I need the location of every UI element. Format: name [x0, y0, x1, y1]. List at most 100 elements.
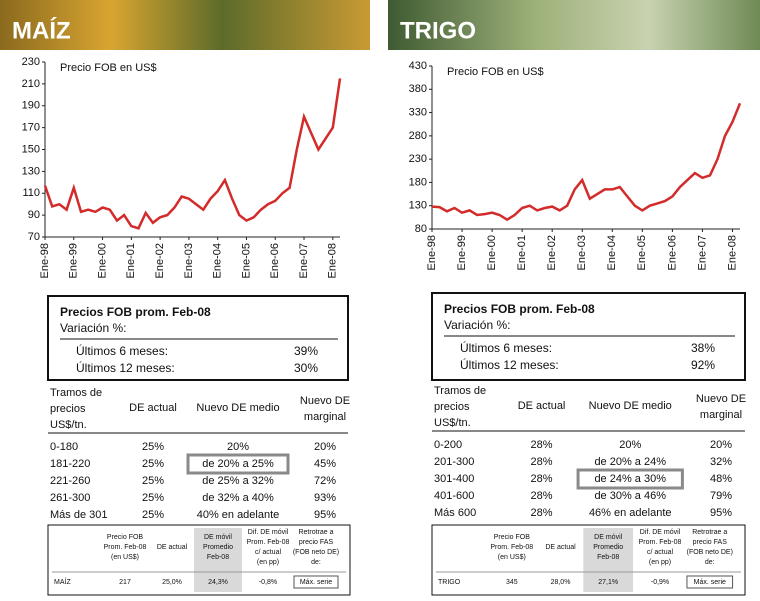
detail-box	[47, 524, 351, 596]
detail-header: precio FAS	[299, 539, 334, 546]
table-header: US$/tn.	[50, 419, 87, 431]
chart-title: Precio FOB en US$	[447, 66, 544, 78]
summary-label: Últimos 6 meses:	[76, 343, 168, 358]
table-cell: 0-200	[434, 439, 462, 451]
x-tick-label: Ene-06	[666, 235, 678, 270]
x-tick-label: Ene-00	[486, 235, 498, 270]
summary-title: Precios FOB prom. Feb-08	[444, 302, 595, 316]
y-tick-label: 130	[409, 200, 427, 212]
detail-cell: Máx. serie	[694, 579, 726, 586]
summary-subtitle: Variación %:	[60, 321, 126, 335]
summary-label: Últimos 12 meses:	[76, 360, 175, 375]
detail-cell: 25,0%	[162, 579, 182, 586]
detail-header: (FOB neto DE)	[687, 549, 733, 556]
table-cell: 72%	[314, 475, 336, 487]
detail-cell: 27,1%	[598, 579, 618, 586]
detail-cell: 28,0%	[551, 579, 571, 586]
heading: TRIGO	[400, 17, 476, 44]
table-header: Nuevo DE medio	[589, 400, 672, 412]
y-tick-label: 90	[28, 209, 40, 221]
y-tick-label: 190	[22, 100, 40, 112]
x-tick-label: Ene-08	[726, 235, 738, 270]
detail-header: Prom. Feb-08	[247, 539, 290, 546]
table-cell: 25%	[142, 492, 164, 504]
detail-cell: 217	[119, 579, 131, 586]
table-cell: 32%	[710, 456, 732, 468]
summary-box	[47, 295, 349, 381]
table-cell: 28%	[531, 473, 553, 485]
table-cell: 20%	[227, 441, 249, 453]
highlight-box	[186, 453, 290, 475]
table-cell: 221-260	[50, 475, 90, 487]
table-cell: 25%	[142, 441, 164, 453]
table-cell: 28%	[531, 490, 553, 502]
y-tick-label: 150	[22, 143, 40, 155]
table-header: marginal	[304, 411, 346, 423]
table-cell: 28%	[531, 507, 553, 519]
table-cell: 20%	[619, 439, 641, 451]
summary-label: Últimos 12 meses:	[460, 357, 559, 372]
x-tick-label: Ene-98	[426, 235, 438, 270]
x-tick-label: Ene-99	[68, 243, 80, 278]
detail-header: Retrotrae a	[298, 529, 333, 536]
highlight-box	[576, 468, 684, 490]
table-header: Nuevo DE medio	[196, 402, 279, 414]
table-cell: de 30% a 46%	[594, 490, 666, 502]
detail-header: (en pp)	[257, 559, 279, 566]
summary-value: 39%	[294, 344, 318, 358]
y-tick-label: 330	[409, 106, 427, 118]
table-cell: de 20% a 24%	[594, 456, 666, 468]
chart-title: Precio FOB en US$	[60, 62, 157, 74]
table-cell: 181-220	[50, 458, 90, 470]
summary-box	[431, 292, 746, 381]
table-cell: 48%	[710, 473, 732, 485]
detail-header: DE actual	[157, 544, 188, 551]
detail-header: (en US$)	[498, 554, 526, 561]
detail-header: (en US$)	[111, 554, 139, 561]
detail-header: Dif. DE móvil	[248, 529, 289, 536]
table-header: DE actual	[518, 400, 566, 412]
y-tick-label: 180	[409, 176, 427, 188]
x-tick-label: Ene-07	[696, 235, 708, 270]
x-tick-label: Ene-04	[212, 243, 224, 278]
table-cell: 201-300	[434, 456, 474, 468]
summary-label: Últimos 6 meses:	[460, 340, 552, 355]
detail-header: Prom. Feb-08	[490, 544, 533, 551]
table-header: Tramos de	[434, 385, 486, 397]
table-cell: 0-180	[50, 441, 78, 453]
y-tick-label: 130	[22, 165, 40, 177]
table-cell: 95%	[710, 507, 732, 519]
detail-header: c/ actual	[647, 549, 674, 556]
table-header: DE actual	[129, 402, 177, 414]
header-image	[388, 0, 760, 50]
detail-cell: 24,3%	[208, 579, 228, 586]
table-cell: 25%	[142, 458, 164, 470]
table-cell: 261-300	[50, 492, 90, 504]
summary-value: 30%	[294, 361, 318, 375]
detail-header: de:	[705, 559, 715, 566]
heading: MAÍZ	[12, 16, 71, 44]
y-tick-label: 70	[28, 231, 40, 243]
price-line	[431, 102, 742, 222]
y-tick-label: 280	[409, 130, 427, 142]
table-cell: de 25% a 32%	[202, 475, 274, 487]
x-tick-label: Ene-02	[546, 235, 558, 270]
detail-header: Promedio	[203, 544, 233, 551]
detail-header: Prom. Feb-08	[104, 544, 147, 551]
x-tick-label: Ene-98	[39, 243, 51, 278]
summary-subtitle: Variación %:	[444, 318, 510, 332]
x-tick-label: Ene-05	[636, 235, 648, 270]
table-cell: 95%	[314, 509, 336, 521]
table-cell: 401-600	[434, 490, 474, 502]
detail-cell: -0,9%	[651, 579, 669, 586]
x-tick-label: Ene-03	[576, 235, 588, 270]
detail-box	[431, 524, 746, 596]
y-tick-label: 110	[22, 187, 40, 199]
detail-header: Precio FOB	[107, 534, 144, 541]
y-tick-label: 230	[22, 56, 40, 68]
x-tick-label: Ene-99	[456, 235, 468, 270]
table-header: Nuevo DE	[300, 395, 350, 407]
max-box	[686, 575, 734, 589]
table-cell: 25%	[142, 509, 164, 521]
